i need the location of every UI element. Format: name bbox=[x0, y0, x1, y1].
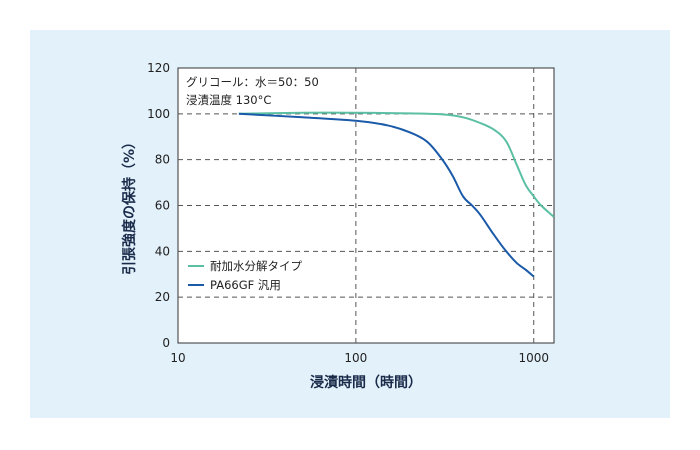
series-line-pa66gf-general bbox=[238, 112, 535, 278]
y-tick-label: 0 bbox=[162, 336, 170, 350]
y-tick-label: 40 bbox=[155, 244, 170, 258]
chart-panel: 0 20 40 60 80 100 120 10 100 1000 グリコール：水＝50：50 浸… bbox=[30, 30, 670, 418]
legend-label-general: PA66GF 汎用 bbox=[210, 278, 281, 292]
y-tick-label: 100 bbox=[147, 107, 170, 121]
y-tick-label: 60 bbox=[155, 199, 170, 213]
axis-ticks: 0 20 40 60 80 100 120 10 100 1000 bbox=[147, 61, 549, 365]
legend: 耐加水分解タイプ PA66GF 汎用 bbox=[188, 259, 302, 292]
series-lines bbox=[238, 111, 554, 278]
grid-lines bbox=[178, 68, 554, 343]
annotation-line-2: 浸漬温度 130°C bbox=[186, 93, 271, 107]
x-tick-label: 1000 bbox=[518, 351, 549, 365]
line-chart: 0 20 40 60 80 100 120 10 100 1000 グリコール：水＝50：50 浸… bbox=[121, 61, 555, 391]
y-tick-label: 80 bbox=[155, 153, 170, 167]
y-tick-label: 20 bbox=[155, 290, 170, 304]
series-line-hydrolysis-resistant bbox=[238, 111, 554, 218]
x-tick-label: 100 bbox=[344, 351, 367, 365]
x-axis-title: 浸漬時間（時間） bbox=[310, 374, 422, 391]
x-tick-label: 10 bbox=[170, 351, 185, 365]
annotation-line-1: グリコール：水＝50：50 bbox=[186, 75, 319, 89]
y-tick-label: 120 bbox=[147, 61, 170, 75]
legend-label-hydrolysis: 耐加水分解タイプ bbox=[210, 259, 302, 273]
y-axis-title: 引張強度の保持（%） bbox=[121, 135, 138, 275]
